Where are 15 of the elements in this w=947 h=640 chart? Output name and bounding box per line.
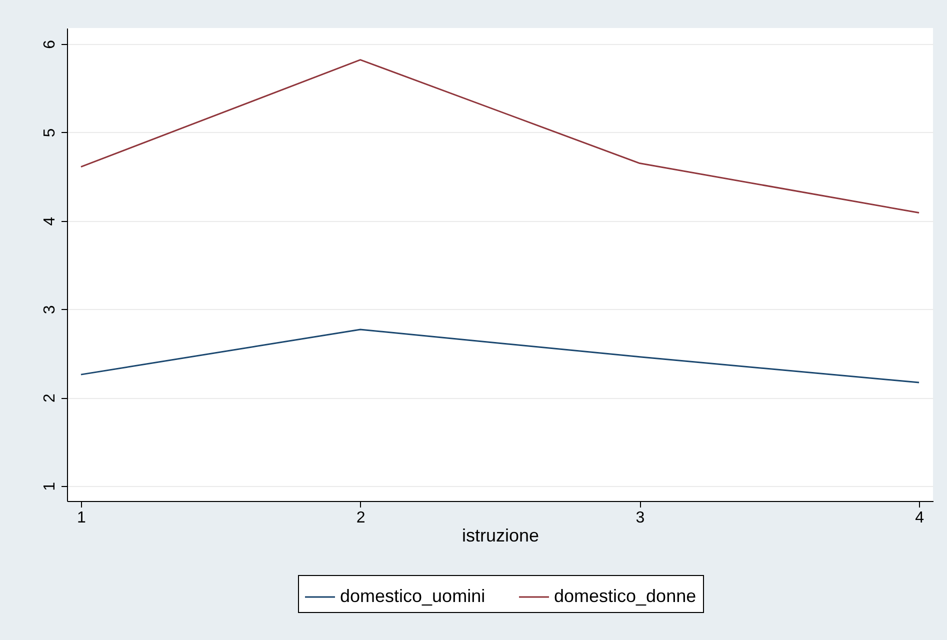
x-tick-label: 3 [636, 510, 645, 526]
y-tick-label: 6 [42, 40, 58, 49]
y-tick-label: 1 [42, 482, 58, 491]
line-series [80, 59, 920, 214]
y-tick-label: 4 [42, 216, 58, 226]
x-axis-title: istruzione [462, 526, 540, 546]
y-tick-label: 5 [42, 128, 58, 138]
y-tick-label: 3 [42, 305, 58, 314]
legend-label: domestico_donne [554, 586, 696, 606]
x-tick-label: 4 [915, 510, 924, 526]
x-tick-label: 1 [77, 510, 86, 526]
x-tick-label: 2 [356, 510, 366, 526]
y-tick-label: 2 [42, 394, 58, 403]
line-series [80, 328, 920, 384]
legend-label: domestico_uomini [340, 586, 486, 606]
